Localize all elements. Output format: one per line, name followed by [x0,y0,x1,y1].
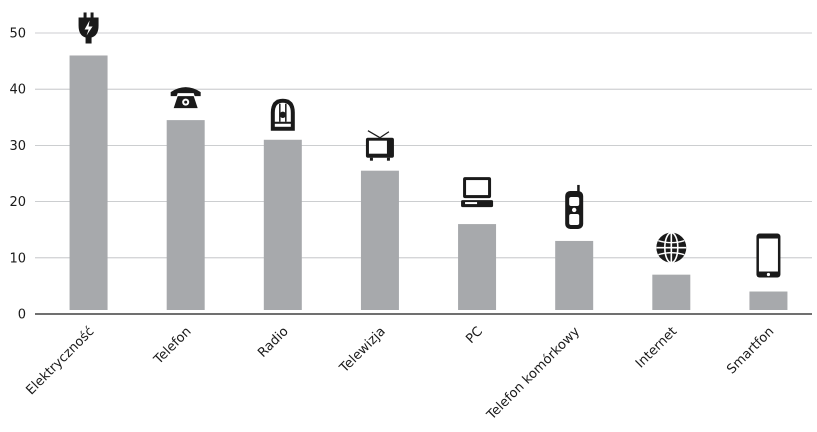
y-tick-label: 40 [9,83,26,98]
bar-smartfon [749,291,788,310]
y-tick-label: 50 [9,27,26,42]
bar-pc [458,224,497,310]
bar-telefon-kom-rkowy [555,240,594,310]
globe-icon [656,231,687,264]
bar-icons [78,12,781,278]
bar-telewizja [360,170,399,310]
y-tick-label: 0 [18,308,26,323]
y-tick-label: 20 [9,195,26,210]
bar-radio [263,139,302,310]
category-label: Telefon komórkowy [484,324,584,424]
electric-plug-icon [78,12,99,44]
bars [69,55,788,311]
category-label: Elektryczność [23,324,97,398]
category-label: Telefon [151,324,195,368]
gridlines [35,32,812,259]
bar-internet [652,274,691,310]
y-tick-label: 30 [9,139,26,154]
television-icon [365,130,394,161]
category-labels: Elektryczność Telefon Radio Telewizja PCTele… [23,324,777,424]
bar-telefon [166,120,205,310]
y-tick-label: 10 [9,251,26,266]
vintage-radio-icon [270,98,295,131]
category-label: Radio [255,324,291,360]
category-label: Telewizja [336,324,388,376]
category-label: PC [463,324,486,347]
rotary-telephone-icon [170,87,201,109]
bar-elektryczno- [69,55,108,311]
y-tick-labels: 0 10 20 30 40 50 [9,27,26,323]
category-label: Internet [633,324,680,371]
mobile-phone-icon [565,184,584,229]
smartphone-icon [756,233,781,278]
personal-computer-icon [461,177,494,208]
category-label: Smartfon [724,324,777,377]
